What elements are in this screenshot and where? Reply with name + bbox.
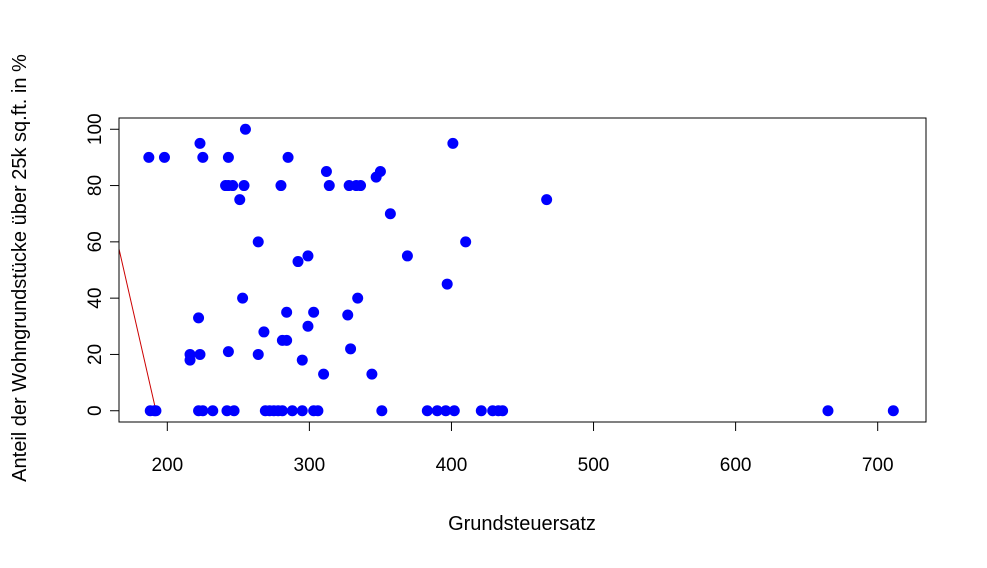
fit-line-layer [119,248,157,411]
data-point [318,368,330,380]
data-point [281,306,293,318]
data-point [497,405,509,417]
data-point [887,405,899,417]
x-tick-label: 200 [151,455,183,476]
x-tick-label: 500 [578,455,610,476]
data-point [281,334,293,346]
y-tick-label: 100 [85,113,106,145]
data-point [366,368,378,380]
data-point [258,326,270,338]
y-tick-label: 60 [85,231,106,252]
data-point [421,405,433,417]
data-point [448,405,460,417]
data-point [234,194,246,206]
data-point [237,292,249,304]
data-point [345,343,357,355]
data-point [207,405,219,417]
data-point [150,405,162,417]
data-point [158,151,170,163]
data-point [475,405,487,417]
y-axis-label: Anteil der Wohngrundstücke über 25k sq.f… [9,54,31,482]
x-axis-label: Grundsteuersatz [448,513,596,535]
x-tick-label: 600 [720,455,752,476]
data-point [228,405,240,417]
data-point [276,405,288,417]
data-point [193,312,205,324]
data-point [227,180,239,192]
data-point [194,348,206,360]
data-point [355,180,367,192]
plot-frame [118,117,927,423]
data-point [323,180,335,192]
data-point [239,123,251,135]
data-point [238,180,250,192]
data-point [312,405,324,417]
data-point [184,354,196,366]
data-point [374,165,386,177]
y-tick-label: 20 [85,344,106,365]
data-point [252,348,264,360]
data-point [376,405,388,417]
data-point [282,151,294,163]
data-point [292,256,304,268]
data-point [460,236,472,248]
plot-area [119,123,899,417]
data-point [296,405,308,417]
data-point [308,306,320,318]
data-point [441,278,453,290]
fit-line [119,248,157,411]
y-tick-label: 40 [85,288,106,309]
x-tick-label: 300 [294,455,326,476]
data-point [431,405,443,417]
data-point [541,194,553,206]
y-tick-label: 80 [85,175,106,196]
x-tick-label: 400 [436,455,468,476]
data-point [286,405,298,417]
data-point [222,151,234,163]
data-point [197,151,209,163]
data-point [342,309,354,321]
data-point [143,151,155,163]
y-tick-label: 0 [85,405,106,416]
data-point [447,137,459,149]
data-points [143,123,899,417]
data-point [197,405,209,417]
data-point [384,208,396,220]
data-point [296,354,308,366]
data-point [352,292,364,304]
data-point [320,165,332,177]
data-point [440,405,452,417]
data-point [822,405,834,417]
data-point [252,236,264,248]
x-axis: 200 300 400 500 600 700 [151,421,894,476]
data-point [401,250,413,262]
data-point [222,346,234,358]
data-point [302,320,314,332]
data-point [194,137,206,149]
x-tick-label: 700 [862,455,894,476]
data-point [275,180,287,192]
y-axis: 0 20 40 60 80 100 [85,113,120,416]
data-point [302,250,314,262]
